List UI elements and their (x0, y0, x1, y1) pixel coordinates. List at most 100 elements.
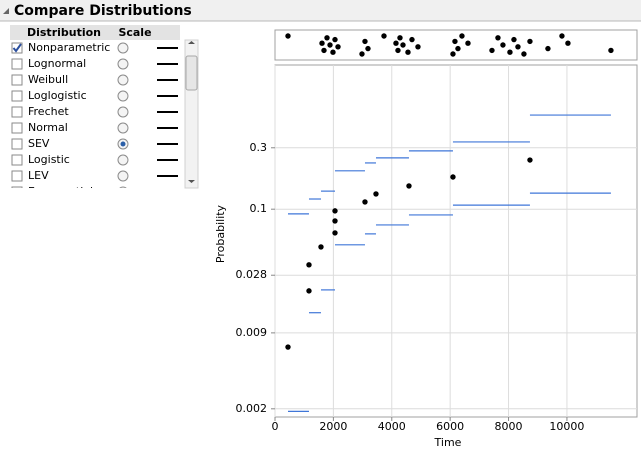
distribution-name: Lognormal (28, 57, 86, 70)
distribution-name: Loglogistic (28, 89, 87, 102)
y-tick-label: 0.002 (236, 402, 268, 415)
plot-area (274, 64, 638, 418)
x-tick-label: 4000 (378, 420, 406, 433)
strip-point (511, 36, 517, 43)
data-point (450, 174, 456, 180)
data-point (306, 262, 312, 268)
radio[interactable] (117, 154, 129, 166)
distribution-name: LEV (28, 169, 49, 182)
table-header (10, 25, 180, 40)
data-point (332, 218, 338, 224)
data-point (306, 288, 312, 294)
x-tick-label: 6000 (436, 420, 464, 433)
strip-point (365, 45, 371, 52)
strip-point (332, 36, 338, 43)
strip-point (565, 40, 571, 46)
disclosure-icon[interactable] (3, 8, 9, 14)
checkbox[interactable] (11, 58, 23, 70)
strip-point (397, 35, 403, 41)
strip-point (335, 44, 341, 50)
x-axis-label: Time (434, 436, 462, 449)
strip-point (500, 42, 506, 48)
data-point (332, 230, 338, 236)
strip-point (324, 35, 330, 41)
strip-point (450, 51, 456, 57)
distribution-name: Frechet (28, 105, 69, 118)
checkbox[interactable] (11, 74, 23, 86)
x-tick-label: 0 (272, 420, 279, 433)
data-point (318, 244, 324, 250)
strip-point (495, 35, 501, 41)
title-bar (0, 0, 641, 21)
radio[interactable] (117, 74, 129, 86)
data-point (332, 208, 338, 214)
strip-point (521, 51, 527, 57)
scroll-thumb[interactable] (185, 55, 198, 91)
strip-point (319, 40, 325, 46)
strip-point (409, 36, 415, 43)
radio[interactable] (117, 170, 129, 182)
distribution-name: Logistic (28, 153, 70, 166)
strip-point (608, 47, 614, 54)
y-tick-label: 0.028 (236, 268, 268, 281)
y-tick-label: 0.1 (250, 202, 268, 215)
strip-point (327, 42, 333, 48)
radio[interactable] (117, 122, 129, 134)
radio[interactable] (117, 58, 129, 70)
x-tick-label: 10000 (549, 420, 584, 433)
strip-point (515, 44, 521, 50)
checkbox[interactable] (11, 154, 23, 166)
strip-point (321, 47, 327, 54)
radio-dot (120, 141, 126, 147)
checkbox[interactable] (11, 186, 23, 197)
data-point (527, 157, 533, 163)
strip-point (330, 49, 336, 55)
checkbox[interactable] (11, 106, 23, 118)
radio[interactable] (117, 90, 129, 102)
distribution-name: Nonparametric (28, 41, 110, 54)
data-point (406, 183, 412, 189)
data-point (362, 199, 368, 205)
strip-point (405, 49, 411, 55)
checkmark (12, 43, 22, 53)
distribution-name: Normal (28, 121, 68, 134)
strip-point (400, 42, 406, 48)
strip-point (459, 33, 465, 39)
radio[interactable] (118, 186, 128, 197)
strip-point (455, 45, 461, 52)
panel-title: Compare Distributions (14, 3, 192, 19)
radio[interactable] (117, 106, 129, 118)
strip-point (393, 40, 399, 46)
strip-point (527, 38, 533, 45)
column-header: Scale (118, 26, 151, 39)
distribution-name: Weibull (28, 73, 68, 86)
radio[interactable] (117, 42, 129, 54)
y-tick-label: 0.3 (250, 141, 268, 154)
data-point (285, 344, 291, 350)
strip-point (452, 38, 458, 45)
x-tick-label: 2000 (319, 420, 347, 433)
strip-point (395, 47, 401, 54)
checkbox[interactable] (11, 122, 23, 134)
checkbox[interactable] (11, 170, 23, 182)
strip-point (381, 33, 387, 39)
x-tick-label: 8000 (495, 420, 523, 433)
strip-point (362, 38, 368, 45)
strip-point (507, 49, 513, 55)
strip-point (545, 45, 551, 52)
checkbox[interactable] (11, 90, 23, 102)
strip-point (465, 40, 471, 46)
dot-strip (274, 29, 638, 61)
strip-point (359, 51, 365, 57)
y-axis-label: Probability (214, 204, 227, 263)
distribution-name: SEV (28, 137, 50, 150)
data-point (373, 191, 379, 197)
y-tick-label: 0.009 (236, 326, 268, 339)
strip-point (559, 33, 565, 39)
column-header: Distribution (27, 26, 101, 39)
checkbox[interactable] (11, 138, 23, 150)
distribution-name: Exponential (28, 185, 93, 198)
strip-point (489, 47, 495, 54)
strip-point (415, 44, 421, 50)
